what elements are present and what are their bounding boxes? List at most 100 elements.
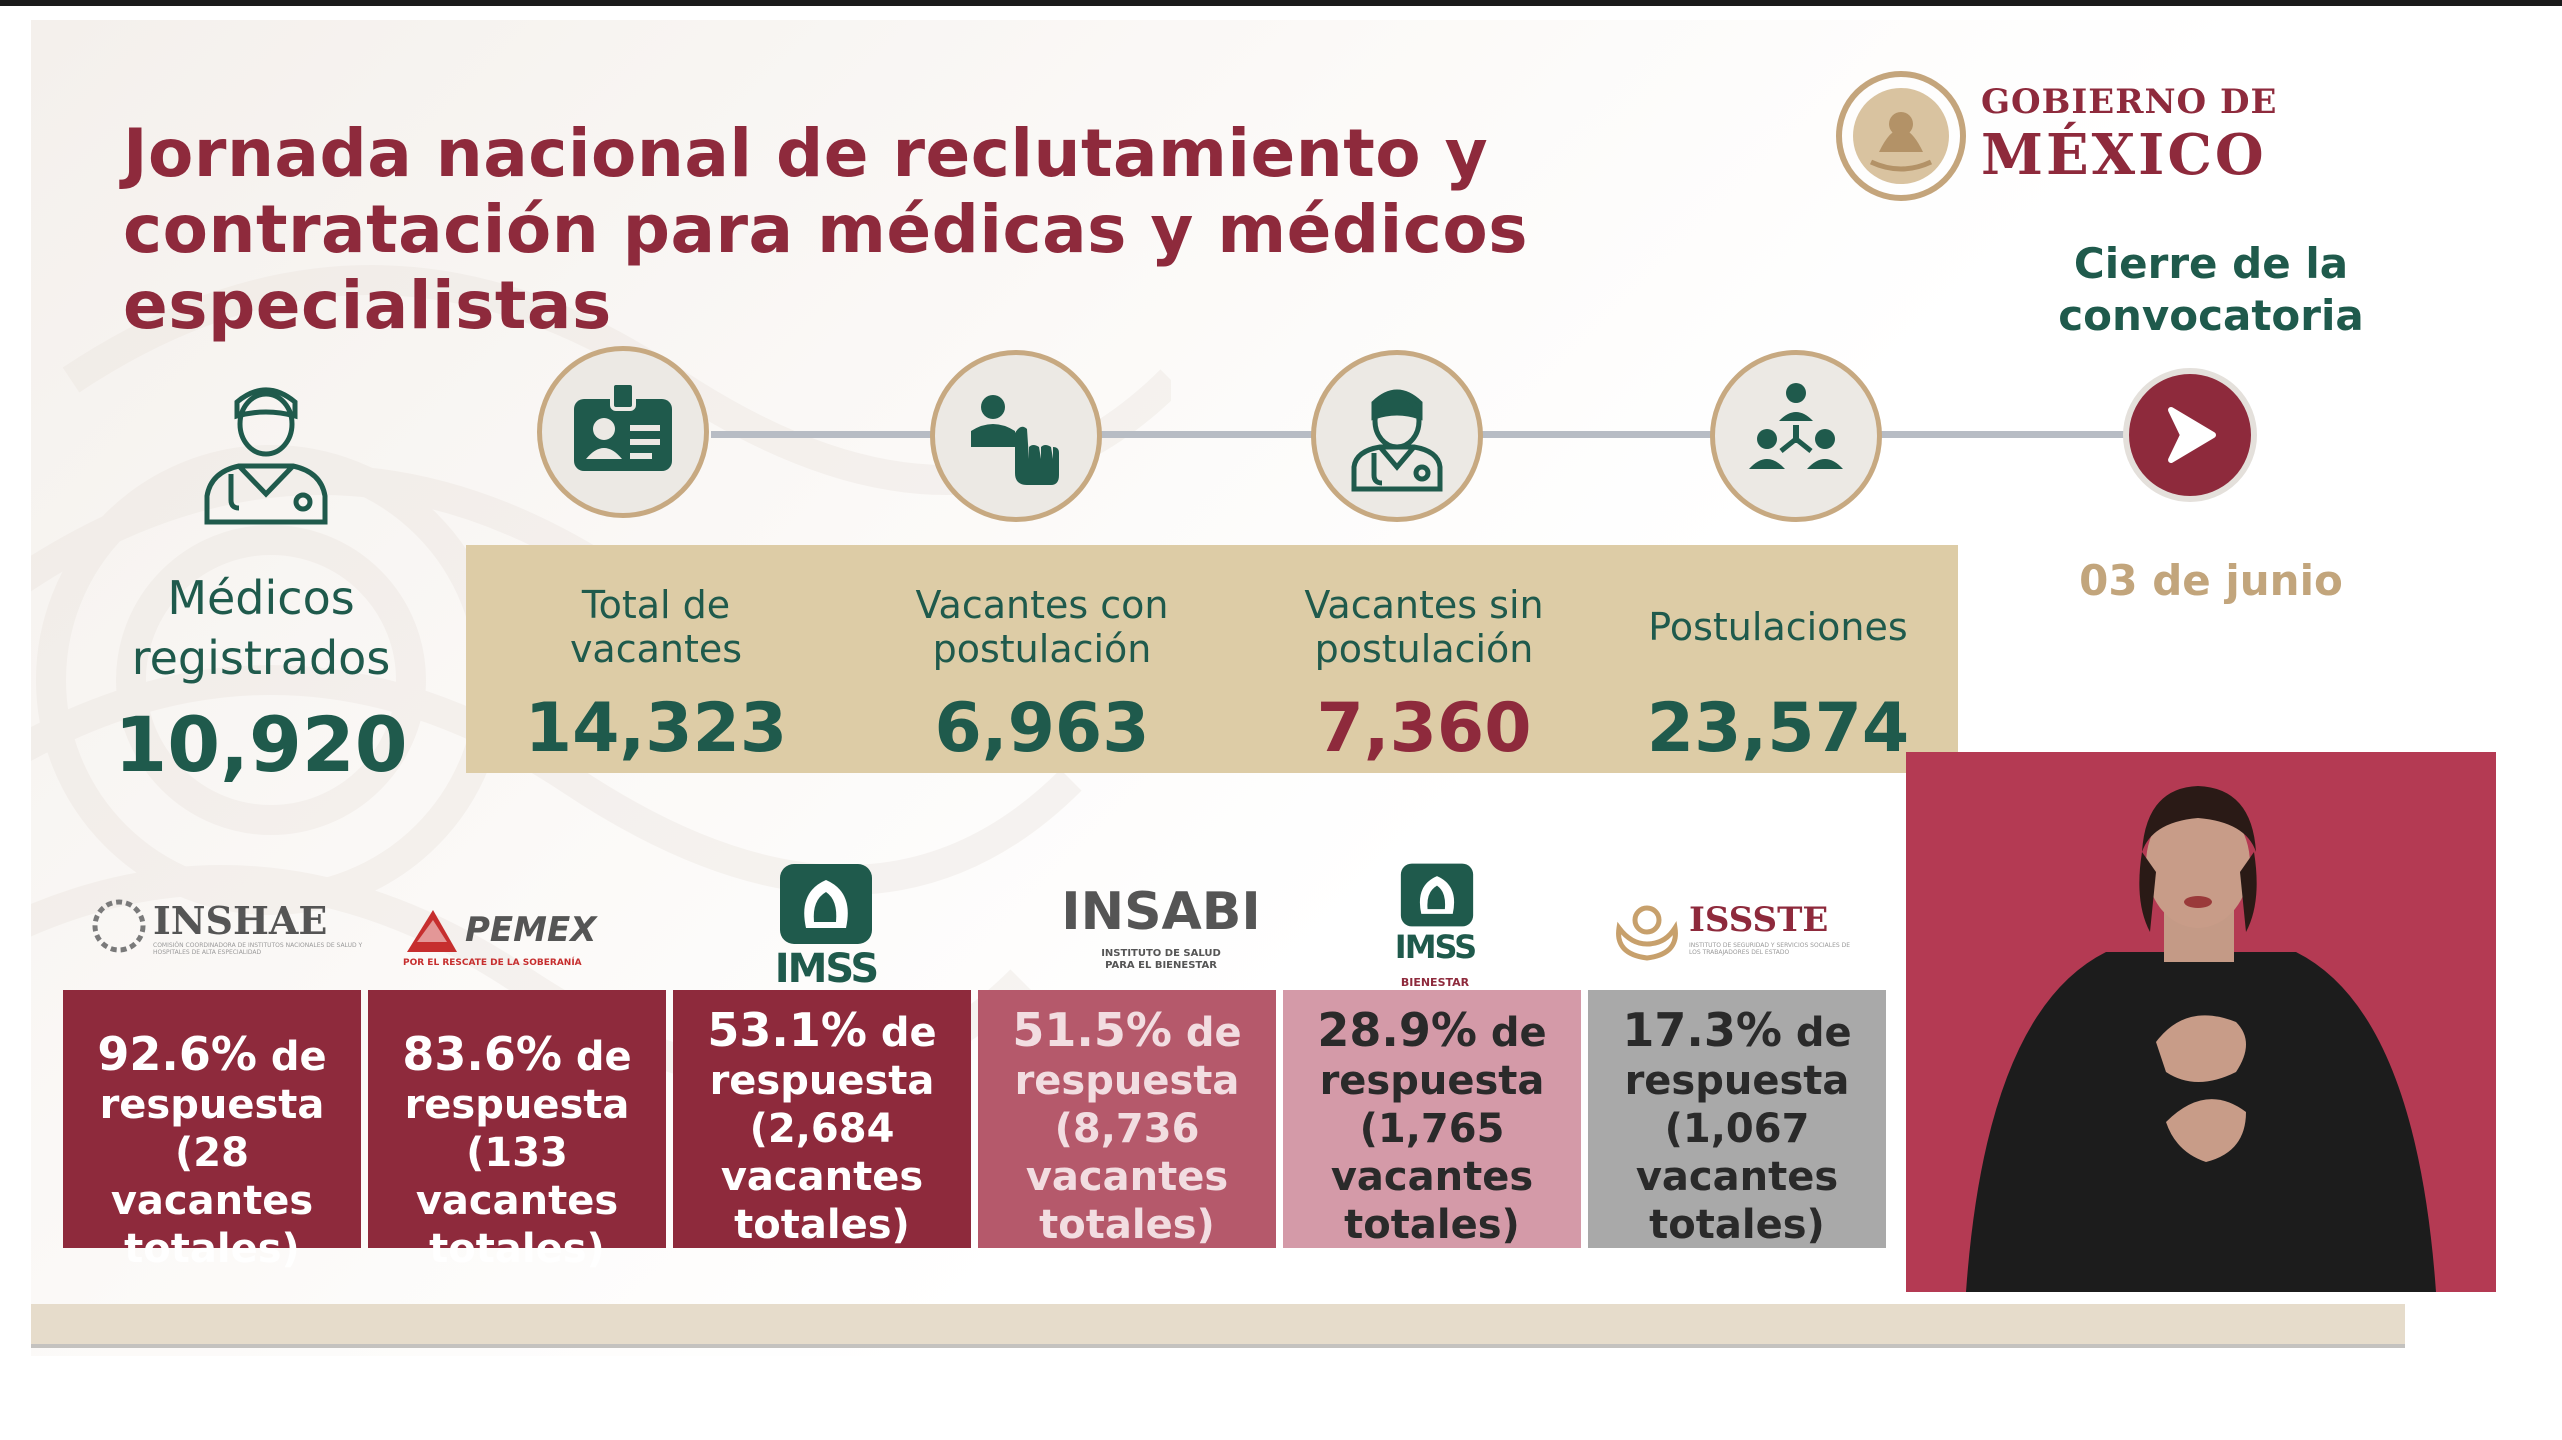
vacancies-word: vacantes — [1025, 1154, 1229, 1200]
stat-total-vacancies: Total de vacantes 14,323 — [476, 545, 836, 773]
closing-line-2: convocatoria — [2058, 291, 2364, 340]
title-line-3: especialistas — [123, 267, 612, 344]
chevron-right-icon — [2168, 407, 2216, 463]
person-click-icon — [971, 395, 1059, 485]
response-word-de: de — [1490, 1010, 1547, 1056]
imss-name: IMSS — [774, 946, 880, 992]
pemex-eagle-icon — [407, 910, 457, 952]
pemex-name: PEMEX — [465, 910, 597, 950]
imss-bienestar-subtitle: BIENESTAR — [1400, 976, 1470, 989]
id-badge-icon — [574, 381, 672, 471]
insabi-logo: INSABI INSTITUTO DE SALUD PARA EL BIENES… — [1031, 862, 1291, 1002]
closing-line-1: Cierre de la — [2073, 239, 2349, 288]
vacancies-word: vacantes — [720, 1154, 924, 1200]
stat-label: Postulaciones — [1648, 605, 1908, 649]
stat-label-line-1: Vacantes sin — [1304, 583, 1544, 627]
page-title: Jornada nacional de reclutamiento y cont… — [123, 116, 1573, 344]
video-top-bar — [0, 0, 2562, 6]
stat-value: 23,574 — [1646, 689, 1910, 768]
imss-emblem-icon — [780, 864, 872, 944]
gobierno-de-text: GOBIERNO DE — [1981, 82, 2278, 122]
doctor-icon — [1351, 389, 1443, 492]
response-percent: 83.6% — [402, 1027, 562, 1081]
doctor-circle — [1311, 350, 1483, 522]
response-percent: 92.6% — [97, 1027, 257, 1081]
response-word: respuesta — [709, 1058, 935, 1104]
stat-label-line-1: Total de — [581, 583, 731, 627]
imss-bienestar-name: IMSS — [1394, 928, 1477, 966]
imss-bienestar-logo: IMSS BIENESTAR — [1375, 862, 1495, 1002]
vacancies-count: (1,067 — [1664, 1106, 1810, 1152]
insabi-response-box: 51.5% de respuesta (8,736 vacantes total… — [978, 990, 1276, 1248]
response-percent: 53.1% — [707, 1003, 867, 1057]
response-word: respuesta — [99, 1082, 325, 1128]
response-word-de: de — [1185, 1010, 1242, 1056]
issste-name: ISSSTE — [1689, 900, 1829, 940]
group-network-icon — [1749, 383, 1843, 469]
registered-label-line-2: registrados — [131, 631, 391, 685]
totals-word: totales) — [734, 1202, 910, 1248]
inshae-response-box: 92.6% de respuesta (28 vacantes totales) — [63, 990, 361, 1272]
inshae-logo: INSHAE COMISIÓN COORDINADORA DE INSTITUT… — [89, 862, 379, 1002]
vacancies-word: vacantes — [1635, 1154, 1839, 1200]
response-word-de: de — [1795, 1010, 1852, 1056]
stat-value: 6,963 — [934, 689, 1150, 768]
response-percent: 17.3% — [1622, 1003, 1782, 1057]
title-line-1: Jornada nacional de reclutamiento y — [123, 115, 1489, 192]
response-percent: 28.9% — [1317, 1003, 1477, 1057]
imss-bienestar-emblem-icon — [1400, 863, 1474, 927]
inshae-name: INSHAE — [153, 898, 328, 943]
vacancies-word: totales) — [429, 1226, 605, 1272]
stat-label: Vacantes con postulación — [862, 583, 1222, 671]
vacancies-word: totales) — [124, 1226, 300, 1272]
stat-applications: Postulaciones 23,574 — [1598, 545, 1958, 773]
response-word-de: de — [575, 1034, 632, 1080]
vacancies-count: (133 vacantes — [415, 1130, 619, 1224]
applicant-circle — [930, 350, 1102, 522]
presentation-slide: Jornada nacional de reclutamiento y cont… — [31, 20, 2405, 1356]
inshae-emblem-icon — [92, 899, 146, 953]
title-line-2: contratación para médicas y médicos — [123, 191, 1529, 268]
issste-response-box: 17.3% de respuesta (1,067 vacantes total… — [1588, 990, 1886, 1248]
stat-value: 7,360 — [1316, 689, 1532, 768]
registered-label-line-1: Médicos — [167, 571, 355, 625]
response-word: respuesta — [1319, 1058, 1545, 1104]
imss-logo: IMSS — [766, 862, 886, 1002]
response-word-de: de — [270, 1034, 327, 1080]
vacancies-count: (1,765 — [1359, 1106, 1505, 1152]
stat-label-line-2: vacantes — [569, 627, 743, 671]
stat-label: Vacantes sin postulación — [1244, 583, 1604, 671]
national-seal-icon — [1836, 71, 1966, 201]
imss-bienestar-response-box: 28.9% de respuesta (1,765 vacantes total… — [1283, 990, 1581, 1248]
sign-language-interpreter-video — [1906, 752, 2496, 1292]
stat-label-line-2: postulación — [1314, 627, 1534, 671]
insabi-name: INSABI — [1061, 882, 1261, 942]
mexico-text: MÉXICO — [1981, 122, 2267, 188]
stat-label-line-1: Vacantes con — [915, 583, 1169, 627]
closing-arrow-button[interactable] — [2123, 368, 2257, 502]
totals-word: totales) — [1039, 1202, 1215, 1248]
registered-value: 10,920 — [114, 700, 408, 789]
totals-word: totales) — [1649, 1202, 1825, 1248]
response-word: respuesta — [1624, 1058, 1850, 1104]
issste-hands-icon — [1616, 905, 1678, 961]
group-circle — [1710, 350, 1882, 522]
id-badge-circle — [537, 346, 709, 518]
vacancies-word: vacantes — [1330, 1154, 1534, 1200]
issste-logo: ISSSTE INSTITUTO DE SEGURIDAD Y SERVICIO… — [1613, 862, 1863, 1002]
stat-label: Total de vacantes — [476, 583, 836, 671]
bottom-band — [31, 1304, 2405, 1348]
closing-date: 03 de junio — [2079, 556, 2343, 605]
stats-band: Total de vacantes 14,323 Vacantes con po… — [466, 545, 1958, 773]
totals-word: totales) — [1344, 1202, 1520, 1248]
inshae-subtitle: COMISIÓN COORDINADORA DE INSTITUTOS NACI… — [153, 942, 363, 956]
registered-doctor-icon — [204, 387, 328, 525]
response-word: respuesta — [404, 1082, 630, 1128]
pemex-logo: PEMEX POR EL RESCATE DE LA SOBERANÍA — [401, 862, 671, 1002]
closing-label: Cierre de la convocatoria — [1991, 238, 2405, 342]
response-word-de: de — [880, 1010, 937, 1056]
imss-response-box: 53.1% de respuesta (2,684 vacantes total… — [673, 990, 971, 1248]
pemex-response-box: 83.6% de respuesta (133 vacantes totales… — [368, 990, 666, 1272]
stat-vacancies-with-applications: Vacantes con postulación 6,963 — [862, 545, 1222, 773]
response-word: respuesta — [1014, 1058, 1240, 1104]
